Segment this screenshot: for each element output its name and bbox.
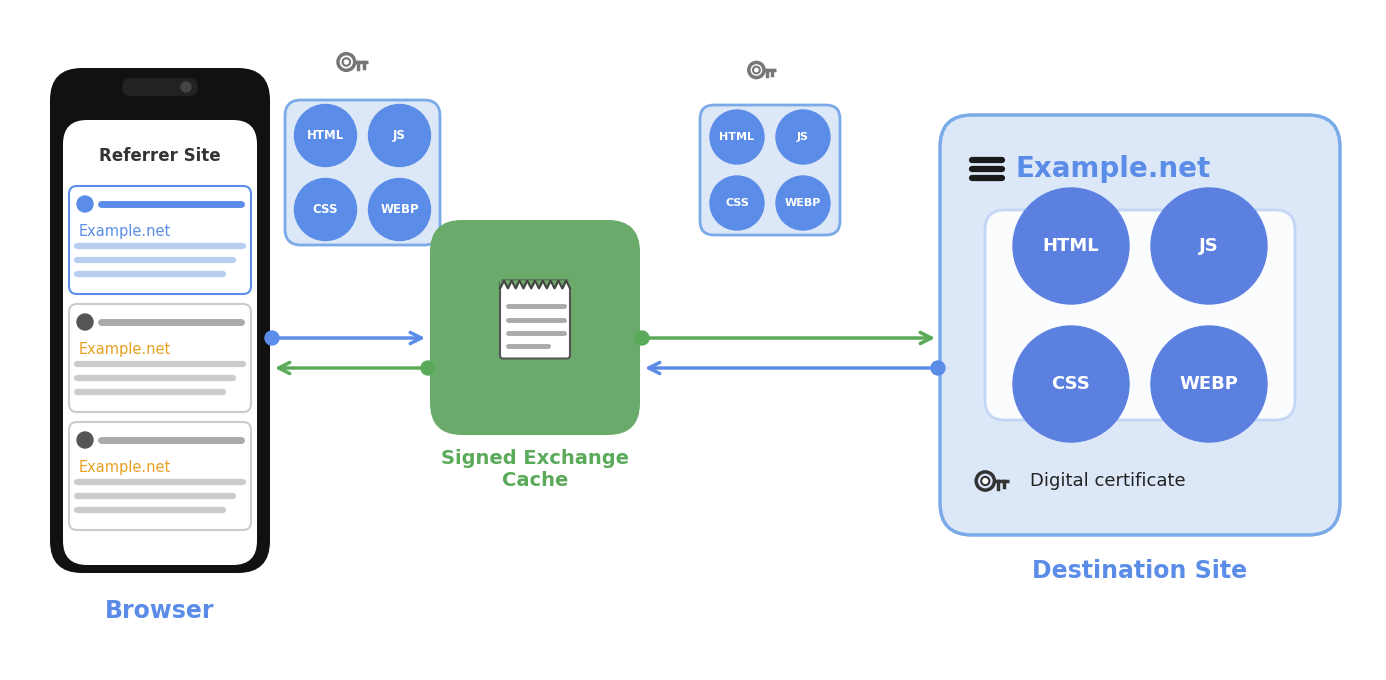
Circle shape [1013, 326, 1130, 442]
Circle shape [182, 82, 191, 92]
FancyBboxPatch shape [69, 422, 251, 530]
Circle shape [265, 331, 279, 345]
Circle shape [1150, 188, 1267, 304]
Circle shape [78, 196, 93, 212]
Circle shape [369, 105, 431, 167]
Circle shape [710, 110, 764, 164]
FancyBboxPatch shape [286, 100, 439, 245]
Text: JS: JS [394, 129, 406, 142]
FancyBboxPatch shape [62, 120, 256, 565]
Text: CSS: CSS [725, 198, 748, 208]
Text: Browser: Browser [105, 599, 215, 623]
FancyBboxPatch shape [500, 280, 570, 358]
Text: JS: JS [797, 132, 809, 142]
Text: WEBP: WEBP [380, 203, 419, 216]
Text: HTML: HTML [1042, 237, 1099, 255]
Text: Cache: Cache [502, 471, 568, 490]
Text: JS: JS [1199, 237, 1218, 255]
Circle shape [78, 432, 93, 448]
Text: Example.net: Example.net [1016, 155, 1211, 183]
Text: Destination Site: Destination Site [1033, 559, 1247, 583]
Text: Example.net: Example.net [79, 460, 172, 475]
Text: HTML: HTML [719, 132, 754, 142]
Circle shape [78, 314, 93, 330]
Circle shape [981, 477, 990, 485]
FancyBboxPatch shape [700, 105, 840, 235]
Text: WEBP: WEBP [784, 198, 821, 208]
Circle shape [342, 58, 351, 66]
Text: Example.net: Example.net [79, 224, 172, 239]
Circle shape [294, 178, 356, 241]
Text: Digital certificate: Digital certificate [1030, 472, 1185, 490]
Text: Signed Exchange: Signed Exchange [441, 449, 629, 468]
Text: Example.net: Example.net [79, 342, 172, 357]
Circle shape [635, 331, 649, 345]
Text: Referrer Site: Referrer Site [100, 147, 220, 165]
FancyBboxPatch shape [985, 210, 1295, 420]
Text: CSS: CSS [313, 203, 338, 216]
Circle shape [710, 176, 764, 230]
Circle shape [421, 361, 435, 375]
FancyBboxPatch shape [122, 78, 197, 96]
Circle shape [931, 361, 945, 375]
Circle shape [369, 178, 431, 241]
FancyBboxPatch shape [940, 115, 1340, 535]
Text: WEBP: WEBP [1179, 375, 1239, 393]
FancyBboxPatch shape [50, 68, 270, 573]
Circle shape [776, 110, 830, 164]
Circle shape [753, 67, 760, 73]
Circle shape [294, 105, 356, 167]
FancyBboxPatch shape [69, 186, 251, 294]
Text: HTML: HTML [306, 129, 344, 142]
Circle shape [1150, 326, 1267, 442]
Text: CSS: CSS [1052, 375, 1091, 393]
Circle shape [1013, 188, 1130, 304]
FancyBboxPatch shape [430, 220, 640, 435]
Circle shape [776, 176, 830, 230]
FancyBboxPatch shape [69, 304, 251, 412]
